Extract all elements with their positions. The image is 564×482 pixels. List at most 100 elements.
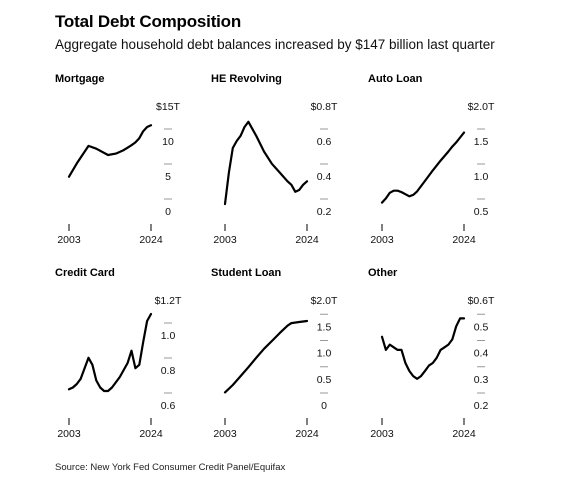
data-point — [130, 144, 133, 146]
data-point — [118, 376, 121, 378]
y-tick-label: 1.0 — [474, 171, 489, 183]
y-tick-label: 1.0 — [161, 330, 176, 342]
data-point — [251, 127, 254, 130]
data-point — [294, 190, 297, 193]
data-point — [396, 349, 399, 351]
x-tick-label: 2003 — [213, 234, 237, 246]
data-point — [235, 140, 238, 142]
series-line — [380, 317, 466, 380]
y-tick-label: 0.5 — [474, 321, 489, 333]
data-point — [255, 134, 258, 137]
data-point — [278, 332, 281, 334]
chart-credit-card: $1.2T 1.0 0.8 0.6 2003 2024 — [57, 295, 182, 440]
data-point — [134, 367, 137, 370]
series-line — [67, 124, 153, 178]
data-point — [385, 349, 387, 351]
data-point — [76, 383, 78, 385]
x-tick-label: 2003 — [370, 234, 394, 246]
y-tick-label: 0.8 — [161, 365, 176, 377]
panel-title: Credit Card — [55, 267, 115, 279]
data-point — [146, 126, 148, 128]
data-point — [271, 340, 273, 342]
data-point — [271, 162, 273, 165]
data-point — [278, 171, 281, 174]
y-tick-label: 0.5 — [317, 374, 332, 386]
data-point — [239, 375, 242, 377]
data-point — [451, 145, 454, 148]
y-tick-label: 0.5 — [474, 206, 489, 218]
x-tick-label: 2003 — [57, 234, 81, 246]
y-tick-label: $2.0T — [468, 101, 495, 113]
y-tick-label: 0 — [321, 400, 327, 412]
data-point — [420, 375, 422, 377]
data-point — [447, 150, 450, 153]
data-point — [150, 313, 152, 315]
data-point — [392, 346, 395, 349]
data-point — [439, 349, 442, 351]
data-point — [224, 391, 226, 394]
data-point — [463, 317, 465, 320]
data-point — [290, 322, 293, 324]
source-note: Source: New York Fed Consumer Credit Pan… — [55, 462, 286, 473]
data-point — [459, 317, 461, 320]
data-point — [447, 343, 450, 346]
data-point — [247, 366, 250, 368]
data-point — [400, 191, 403, 193]
data-point — [130, 349, 133, 352]
x-tick-label: 2024 — [139, 428, 163, 440]
data-point — [138, 137, 141, 139]
data-point — [228, 171, 230, 174]
data-point — [381, 335, 383, 338]
data-point — [126, 362, 129, 364]
panel-title: HE Revolving — [211, 73, 282, 85]
data-point — [408, 370, 411, 372]
data-point — [412, 194, 415, 196]
data-point — [146, 320, 148, 322]
data-point — [396, 189, 399, 192]
data-point — [255, 356, 258, 359]
data-point — [142, 130, 144, 132]
series-line — [67, 312, 153, 393]
data-point — [224, 203, 226, 205]
data-point — [95, 147, 98, 150]
data-point — [381, 201, 383, 204]
data-point — [239, 134, 242, 137]
data-point — [286, 324, 289, 327]
x-tick-label: 2003 — [370, 428, 394, 440]
data-point — [424, 370, 426, 372]
data-point — [298, 189, 300, 191]
y-tick-label: 0.6 — [161, 400, 176, 412]
x-tick-label: 2024 — [295, 428, 319, 440]
x-tick-label: 2003 — [213, 428, 237, 440]
data-point — [306, 180, 308, 183]
y-tick-label: 1.5 — [474, 136, 489, 148]
page-title: Total Debt Composition — [55, 12, 242, 31]
data-point — [431, 169, 434, 172]
data-point — [263, 348, 265, 350]
data-point — [138, 363, 141, 366]
data-point — [83, 367, 86, 370]
series-line — [380, 131, 466, 204]
x-tick-label: 2003 — [57, 428, 81, 440]
y-tick-label: $0.6T — [468, 295, 495, 307]
data-point — [150, 124, 152, 127]
data-point — [455, 141, 457, 144]
panel-mortgage: Mortgage $15T 10 5 0 2003 2024 — [55, 73, 225, 253]
y-tick-label: 10 — [162, 136, 174, 148]
data-point — [107, 390, 109, 392]
data-point — [459, 136, 461, 139]
data-point — [385, 197, 387, 200]
y-tick-label: 0.2 — [474, 400, 489, 412]
data-point — [389, 192, 391, 194]
chart-auto-loan: $2.0T 1.5 1.0 0.5 2003 2024 — [370, 101, 495, 246]
data-point — [232, 147, 234, 149]
data-point — [463, 131, 465, 134]
data-point — [286, 180, 289, 183]
panel-auto-loan: Auto Loan $2.0T 1.5 1.0 0.5 2003 2024 — [368, 73, 538, 253]
y-tick-label: 0.3 — [474, 374, 489, 386]
y-tick-label: 0.4 — [474, 348, 489, 360]
data-point — [290, 183, 293, 186]
panel-he-revolving: HE Revolving $0.8T 0.6 0.4 0.2 2003 2024 — [211, 73, 381, 253]
y-tick-label: $15T — [156, 101, 181, 113]
data-point — [408, 195, 411, 198]
